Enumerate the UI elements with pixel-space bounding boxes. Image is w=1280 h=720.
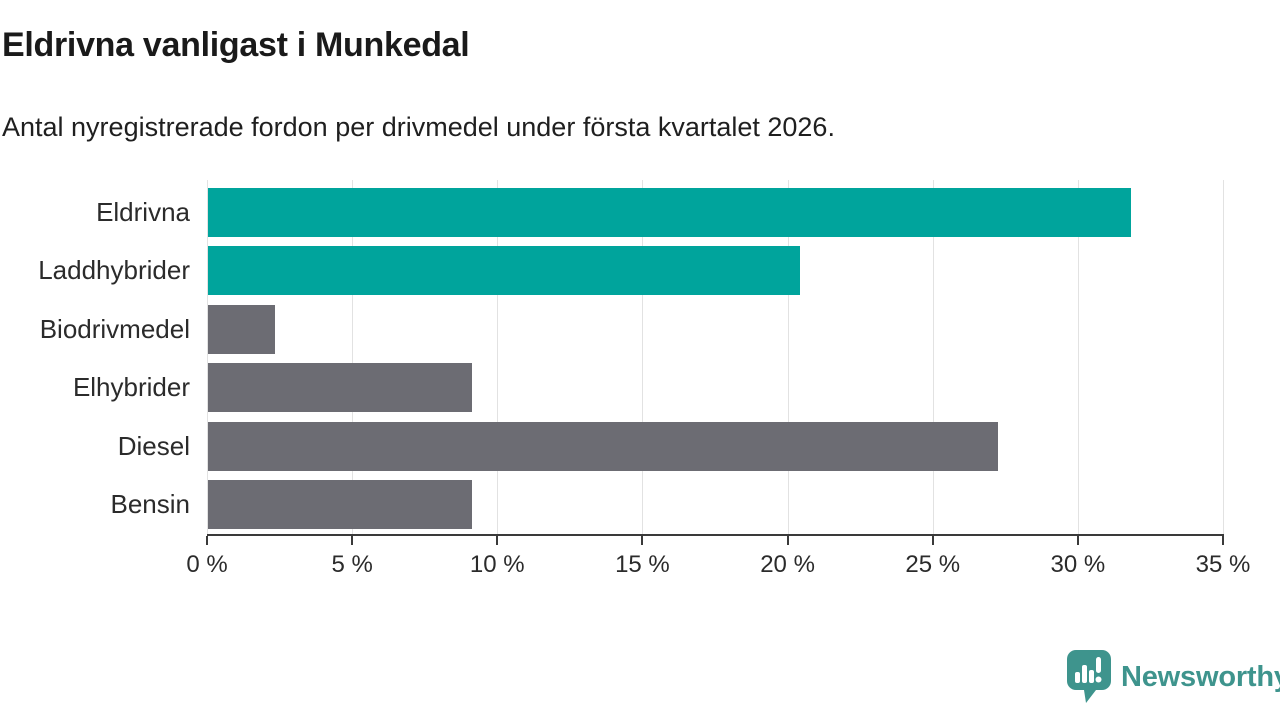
bar-laddhybrider <box>208 246 801 296</box>
x-tick-mark-10 <box>496 536 499 545</box>
x-tick-label-15: 15 % <box>615 551 670 578</box>
gridline-5 <box>352 180 354 534</box>
chart-title: Eldrivna vanligast i Munkedal <box>2 26 470 64</box>
category-label-eldrivna: Eldrivna <box>96 197 190 227</box>
gridline-25 <box>932 180 934 534</box>
category-label-elhybrider: Elhybrider <box>72 372 190 403</box>
bar-biodrivmedel <box>208 304 275 354</box>
bar-elhybrider <box>208 363 473 413</box>
x-tick-label-5: 5 % <box>331 551 373 578</box>
category-label-laddhybrider: Laddhybrider <box>38 255 190 286</box>
gridline-0 <box>207 180 208 534</box>
x-axis-line <box>207 534 1224 536</box>
x-tick-label-20: 20 % <box>760 551 815 578</box>
x-tick-mark-20 <box>786 536 789 545</box>
chart-subtitle: Antal nyregistrerade fordon per drivmede… <box>2 112 835 142</box>
category-label-biodrivmedel: Biodrivmedel <box>39 313 190 344</box>
x-tick-label-0: 0 % <box>186 551 228 578</box>
x-tick-mark-0 <box>206 536 208 545</box>
x-tick-mark-5 <box>351 536 354 545</box>
x-tick-mark-15 <box>641 536 644 545</box>
x-tick-label-25: 25 % <box>905 551 961 578</box>
x-tick-label-35: 35 % <box>1195 551 1251 578</box>
newsworthy-logo: Newsworthy <box>1066 650 1280 704</box>
category-label-diesel: Diesel <box>117 430 190 461</box>
newsworthy-logo-text: Newsworthy <box>1121 660 1280 693</box>
gridline-10 <box>497 180 499 534</box>
category-label-bensin: Bensin <box>110 489 191 519</box>
bar-bensin <box>208 480 473 529</box>
gridline-20 <box>787 180 789 534</box>
x-tick-label-10: 10 % <box>469 551 525 578</box>
x-tick-mark-30 <box>1076 536 1079 545</box>
bar-chart-speech-bubble-icon <box>1067 650 1111 703</box>
x-tick-mark-25 <box>931 536 934 545</box>
bar-eldrivna <box>208 188 1132 237</box>
gridline-30 <box>1077 180 1079 534</box>
gridline-35 <box>1223 180 1224 534</box>
gridline-15 <box>642 180 644 534</box>
x-tick-mark-35 <box>1222 536 1224 545</box>
x-tick-label-30: 30 % <box>1050 551 1106 578</box>
bar-diesel <box>208 421 998 471</box>
